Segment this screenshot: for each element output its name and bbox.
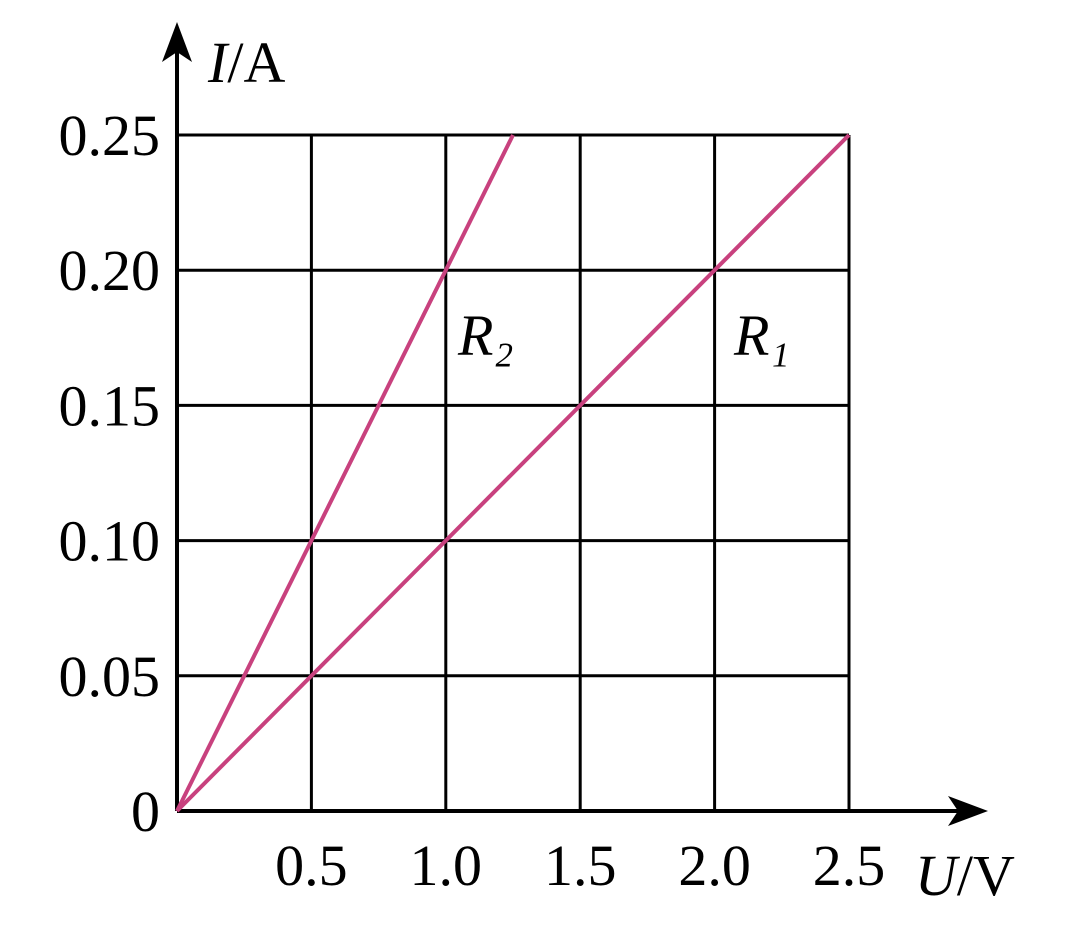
y-axis-label: I/A xyxy=(207,30,285,95)
y-tick-label: 0.15 xyxy=(59,373,161,438)
x-tick-label: 1.0 xyxy=(410,833,483,898)
y-axis-arrow xyxy=(162,22,192,62)
series-label: R₂ xyxy=(457,303,514,368)
y-tick-label: 0 xyxy=(131,779,160,844)
x-tick-label: 1.5 xyxy=(544,833,617,898)
y-tick-label: 0.10 xyxy=(59,509,161,574)
x-tick-label: 0.5 xyxy=(275,833,348,898)
y-tick-label: 0.20 xyxy=(59,238,161,303)
x-tick-label: 2.0 xyxy=(678,833,751,898)
y-tick-label: 0.25 xyxy=(59,103,161,168)
x-axis-arrow xyxy=(948,796,988,826)
x-axis-label: U/V xyxy=(915,843,1015,908)
x-tick-label: 2.5 xyxy=(813,833,886,898)
series-label: R₁ xyxy=(733,303,790,368)
y-tick-label: 0.05 xyxy=(59,644,161,709)
series-line xyxy=(175,133,851,813)
series-line xyxy=(175,134,515,812)
